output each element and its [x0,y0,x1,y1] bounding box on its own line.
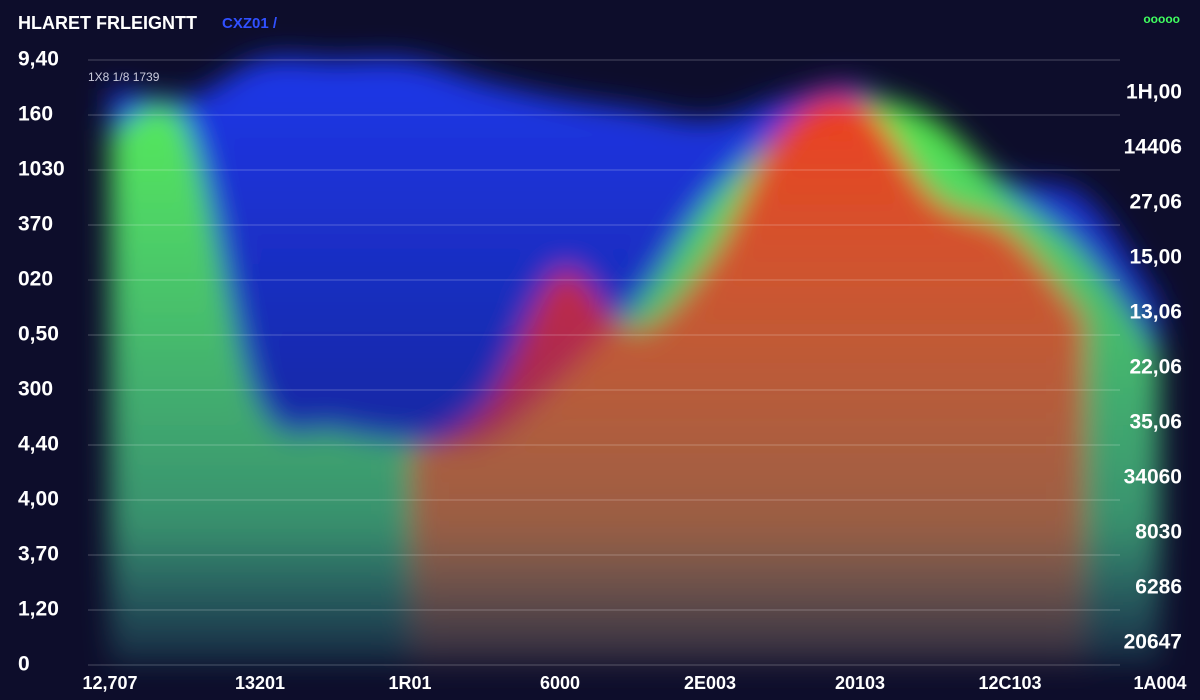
y2-tick-label: 15,00 [1129,246,1182,269]
plot-areas [110,57,1160,666]
subtitle: CXZ01 / [222,15,278,32]
y-tick-label: 020 [18,268,53,291]
x-tick-label: 1A004 [1133,673,1186,693]
note: 1X8 1/8 1739 [88,70,160,84]
chart-title: HLARET FRLEIGNTT [18,13,197,33]
x-tick-label: 12,707 [82,673,137,693]
y2-tick-label: 6286 [1135,576,1182,599]
y-tick-label: 1,20 [18,598,59,621]
y-tick-label: 0 [18,653,30,676]
x-tick-label: 6000 [540,673,580,693]
y2-tick-label: 14406 [1124,136,1182,159]
y-tick-label: 300 [18,378,53,401]
y-tick-label: 370 [18,213,53,236]
y2-tick-label: 35,06 [1129,411,1182,434]
y2-tick-label: 1H,00 [1126,81,1182,104]
y-tick-label: 0,50 [18,323,59,346]
y-tick-label: 9,40 [18,48,59,71]
x-tick-label: 13201 [235,673,285,693]
y2-tick-label: 27,06 [1129,191,1182,214]
y-tick-label: 3,70 [18,543,59,566]
y-tick-label: 160 [18,103,53,126]
corner-text: ooooo [1143,12,1180,26]
area [410,92,1085,665]
y2-tick-label: 34060 [1124,466,1182,489]
y2-tick-label: 8030 [1135,521,1182,544]
x-tick-label: 12C103 [978,673,1041,693]
y-tick-label: 4,00 [18,488,59,511]
y2-tick-label: 20647 [1124,631,1182,654]
x-tick-label: 20103 [835,673,885,693]
y2-tick-label: 22,06 [1129,356,1182,379]
y2-tick-label: 13,06 [1129,301,1182,324]
y-tick-label: 4,40 [18,433,59,456]
x-tick-label: 1R01 [388,673,431,693]
y-tick-label: 1030 [18,158,65,181]
x-tick-label: 2E003 [684,673,736,693]
